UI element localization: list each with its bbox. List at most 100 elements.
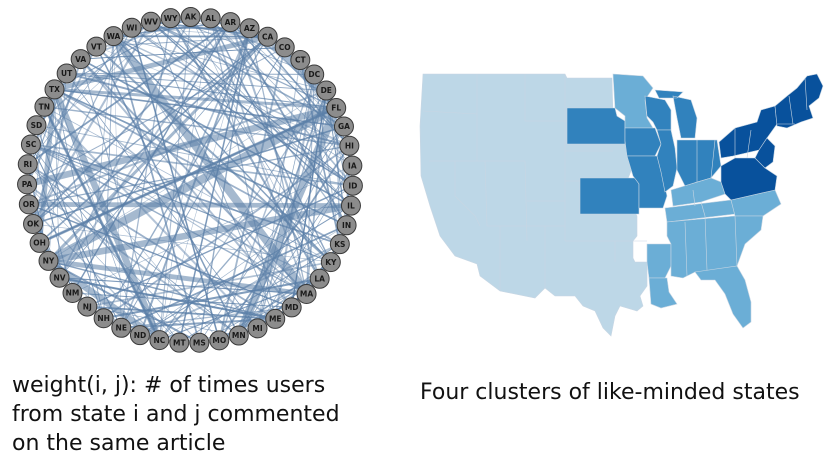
node-label: MA bbox=[300, 290, 313, 299]
node-label: ID bbox=[348, 181, 357, 190]
node-circle bbox=[38, 250, 59, 271]
map-state-ks bbox=[579, 177, 640, 215]
node-label: UT bbox=[61, 69, 73, 78]
map-state-va-wv bbox=[720, 157, 778, 201]
node-circle bbox=[49, 267, 70, 288]
node-circle bbox=[239, 18, 260, 39]
map-state-mn bbox=[612, 73, 654, 129]
node-circle bbox=[200, 8, 221, 29]
graph-node-de: DE bbox=[316, 80, 337, 101]
node-label: IA bbox=[348, 161, 357, 170]
node-label: OH bbox=[33, 239, 46, 248]
node-label: IN bbox=[342, 221, 351, 230]
graph-node-hi: HI bbox=[339, 135, 360, 156]
node-label: VT bbox=[91, 42, 103, 51]
node-circle bbox=[169, 332, 190, 353]
graph-node-or: OR bbox=[18, 194, 39, 215]
node-circle bbox=[121, 17, 142, 38]
graph-node-il: IL bbox=[340, 195, 361, 216]
graph-node-tx: TX bbox=[44, 79, 65, 100]
graph-node-ne: NE bbox=[111, 317, 132, 338]
map-state-borders-west bbox=[422, 74, 647, 291]
node-label: PA bbox=[22, 180, 33, 189]
node-circle bbox=[180, 7, 201, 28]
node-circle bbox=[17, 154, 38, 175]
node-label: NJ bbox=[83, 302, 92, 311]
graph-edge-strong bbox=[43, 106, 161, 341]
graph-edge bbox=[26, 184, 180, 343]
graph-node-wv: WV bbox=[140, 11, 161, 32]
map-caption: Four clusters of like-minded states bbox=[420, 380, 800, 405]
node-circle bbox=[103, 26, 124, 47]
node-circle bbox=[220, 12, 241, 33]
graph-node-fl: FL bbox=[326, 97, 347, 118]
node-circle bbox=[17, 174, 38, 195]
graph-edge bbox=[36, 124, 353, 187]
graph-node-mn: MN bbox=[228, 325, 249, 346]
node-circle bbox=[342, 175, 363, 196]
graph-node-mt: MT bbox=[169, 332, 190, 353]
node-label: AZ bbox=[244, 24, 256, 33]
graph-edge bbox=[27, 163, 240, 336]
node-circle bbox=[290, 49, 311, 70]
caption-line-1: weight(i, j): # of times users bbox=[12, 373, 326, 398]
node-label: WY bbox=[164, 14, 178, 23]
graph-node-ma: MA bbox=[296, 283, 317, 304]
graph-node-ak: AK bbox=[180, 7, 201, 28]
map-state-nj-md-de bbox=[754, 137, 776, 169]
graph-edge-strong bbox=[47, 202, 352, 265]
graph-node-oh: OH bbox=[29, 232, 50, 253]
node-label: NM bbox=[66, 289, 80, 298]
node-label: LA bbox=[314, 274, 325, 283]
graph-node-nd: ND bbox=[129, 325, 150, 346]
graph-node-in: IN bbox=[336, 215, 357, 236]
node-circle bbox=[18, 194, 39, 215]
node-label: NV bbox=[53, 273, 65, 282]
graph-edge-strong bbox=[47, 35, 269, 262]
graph-node-ms: MS bbox=[189, 332, 210, 353]
node-label: AL bbox=[205, 14, 216, 23]
node-circle bbox=[316, 80, 337, 101]
node-label: MO bbox=[212, 336, 226, 345]
graph-edge bbox=[159, 18, 212, 341]
node-circle bbox=[265, 308, 286, 329]
node-label: VA bbox=[75, 55, 86, 64]
node-label: AR bbox=[225, 18, 237, 27]
graph-node-ky: KY bbox=[320, 252, 341, 273]
graph-edge bbox=[291, 90, 327, 308]
graph-edge bbox=[218, 145, 351, 341]
node-label: TN bbox=[39, 102, 50, 111]
node-label: OK bbox=[27, 220, 40, 229]
map-state-sd bbox=[566, 107, 626, 145]
node-label: KS bbox=[334, 240, 345, 249]
graph-node-vt: VT bbox=[86, 36, 107, 57]
node-label: RI bbox=[23, 160, 32, 169]
graph-edge bbox=[103, 277, 320, 320]
node-label: CO bbox=[279, 43, 291, 52]
node-label: GA bbox=[338, 122, 350, 131]
node-circle bbox=[228, 325, 249, 346]
graph-node-sd: SD bbox=[26, 115, 47, 136]
node-circle bbox=[296, 283, 317, 304]
node-label: WV bbox=[144, 17, 158, 26]
network-caption: weight(i, j): # of times users from stat… bbox=[12, 371, 382, 458]
node-circle bbox=[274, 37, 295, 58]
node-label: WI bbox=[126, 23, 137, 32]
node-label: MD bbox=[285, 303, 299, 312]
graph-edge bbox=[39, 36, 269, 244]
graph-edge bbox=[139, 205, 352, 336]
node-label: MT bbox=[173, 338, 186, 347]
map-state-ar bbox=[646, 243, 672, 279]
map-state-fl bbox=[694, 265, 752, 329]
node-circle bbox=[329, 234, 350, 255]
node-label: CA bbox=[262, 32, 274, 41]
graph-node-la: LA bbox=[309, 268, 330, 289]
node-label: TX bbox=[49, 85, 60, 94]
graph-node-tn: TN bbox=[34, 96, 55, 117]
graph-edge bbox=[26, 46, 98, 185]
graph-node-me: ME bbox=[265, 308, 286, 329]
caption-line-3: on the same article bbox=[12, 431, 226, 456]
graph-edge bbox=[95, 45, 332, 263]
